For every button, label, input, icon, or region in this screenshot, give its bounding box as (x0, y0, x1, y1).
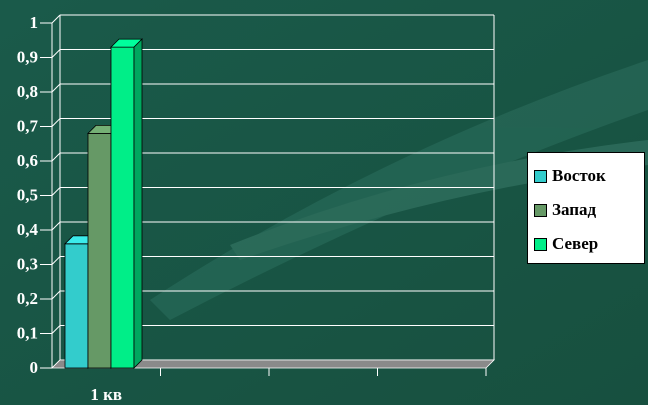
y-tick-label: 1 (30, 13, 39, 32)
legend-swatch-vostok (534, 169, 547, 183)
y-tick-label: 0,9 (17, 48, 38, 67)
gridline-side (51, 14, 61, 24)
gridline-side (51, 290, 61, 300)
x-tick-label: 1 кв (90, 385, 122, 404)
y-tick-label: 0,2 (17, 289, 38, 308)
gridline-side (51, 49, 61, 58)
gridline-side (51, 221, 61, 231)
legend-label-zapad: Запад (552, 200, 597, 219)
bar (64, 243, 89, 369)
bar-side (133, 38, 143, 369)
gridline-side (51, 187, 61, 196)
y-tick-label: 0,1 (17, 324, 38, 343)
y-tick-label: 0,5 (17, 186, 38, 205)
y-tick-label: 0,6 (17, 151, 38, 170)
legend-item-sever: Север (534, 227, 644, 261)
gridline-side (51, 118, 61, 127)
legend-label-vostok: Восток (552, 166, 606, 185)
y-tick-label: 0,4 (17, 220, 39, 239)
legend-swatch-zapad (534, 203, 547, 217)
y-tick-label: 0 (30, 358, 39, 377)
gridline-side (51, 83, 61, 93)
y-tick-label: 0,8 (17, 82, 38, 101)
legend-swatch-sever (534, 237, 547, 251)
legend-item-zapad: Запад (534, 193, 644, 227)
gridline-side (51, 152, 61, 162)
y-tick-label: 0,7 (17, 117, 39, 136)
bar (110, 46, 135, 369)
gridline-side (51, 256, 61, 265)
chart-legend: Восток Запад Север (527, 152, 645, 264)
gridline-side (51, 325, 61, 334)
bar (87, 132, 112, 369)
y-tick-label: 0,3 (17, 255, 38, 274)
chart-floor (51, 359, 495, 369)
plot-area: 0 0,1 0,2 0,3 0,4 0,5 0,6 0,7 0,8 0,9 1 1 кв (17, 13, 495, 404)
legend-item-vostok: Восток (534, 159, 644, 193)
legend-label-sever: Север (552, 234, 599, 253)
